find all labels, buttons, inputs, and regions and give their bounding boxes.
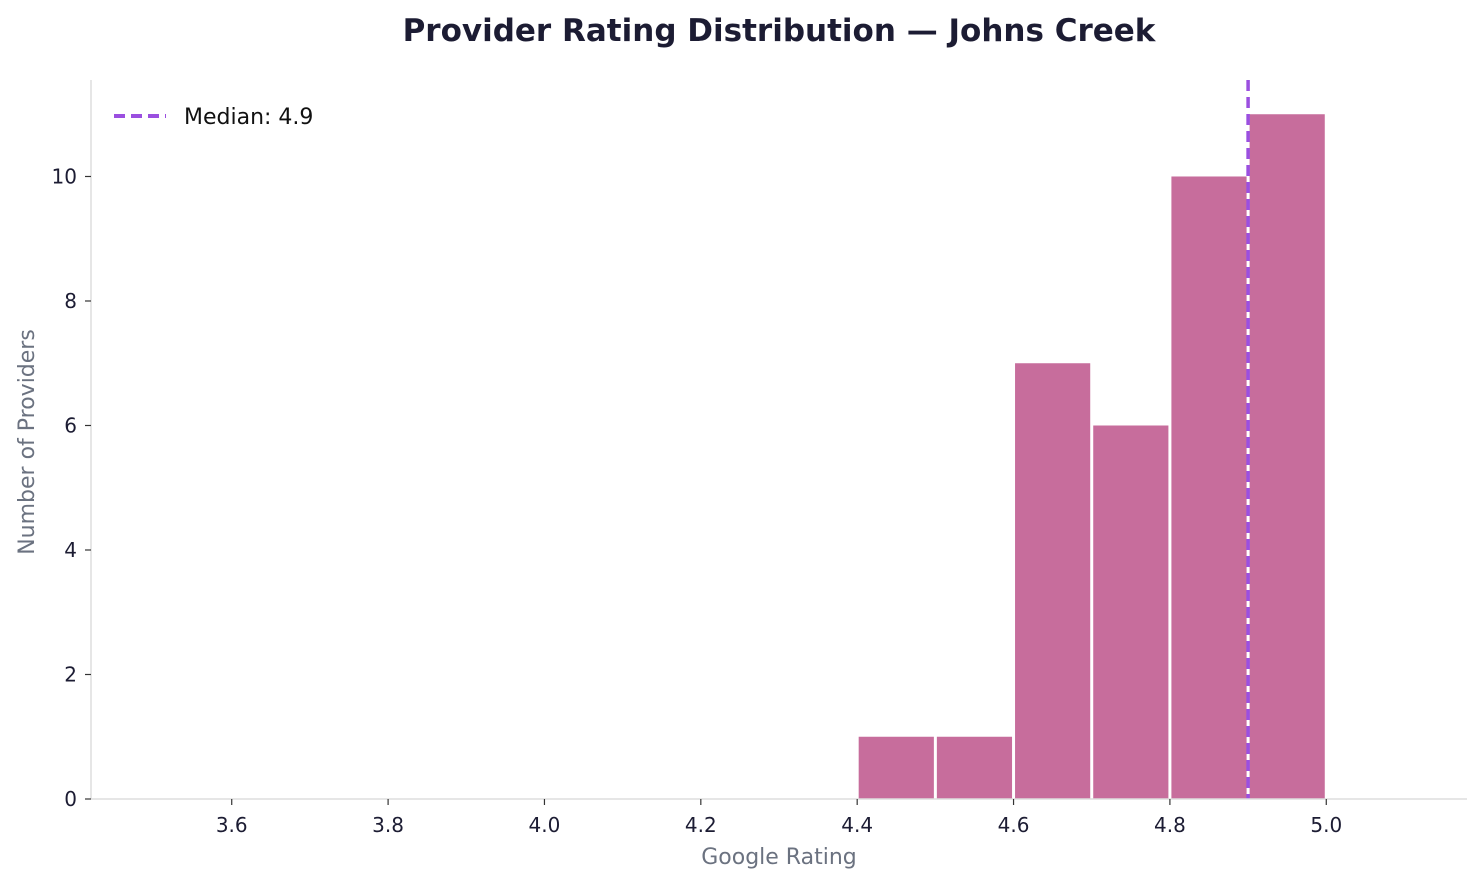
x-tick-label: 4.4 <box>841 813 873 837</box>
y-tick-label: 8 <box>64 289 77 313</box>
y-tick-label: 4 <box>64 538 77 562</box>
x-tick-label: 4.6 <box>998 813 1030 837</box>
legend: Median: 4.9 <box>114 105 313 130</box>
y-tick-label: 10 <box>52 164 77 188</box>
x-tick-label: 3.6 <box>216 813 248 837</box>
x-tick-label: 4.8 <box>1154 813 1186 837</box>
histogram-bar-5 <box>1249 114 1325 799</box>
y-axis-label: Number of Providers <box>15 329 40 555</box>
histogram-bar-2 <box>1015 363 1091 799</box>
histogram-bar-0 <box>858 736 934 799</box>
histogram-bar-4 <box>1171 176 1247 799</box>
y-tick-label: 2 <box>64 662 77 686</box>
plot-area: 3.6 3.8 4.0 4.2 4.4 4.6 4.8 5.0 0 2 4 6 8 10 <box>52 80 1467 837</box>
chart-title: Provider Rating Distribution — Johns Cre… <box>403 13 1157 49</box>
x-tick-label: 3.8 <box>372 813 404 837</box>
legend-median-label: Median: 4.9 <box>184 105 313 130</box>
x-axis-label: Google Rating <box>701 845 857 870</box>
x-tick-label: 4.2 <box>685 813 717 837</box>
y-tick-label: 6 <box>64 413 77 437</box>
y-tick-label: 0 <box>64 787 77 811</box>
x-tick-label: 4.0 <box>529 813 561 837</box>
x-tick-label: 5.0 <box>1310 813 1342 837</box>
histogram-bar-1 <box>936 736 1013 799</box>
histogram-bar-3 <box>1093 425 1169 799</box>
